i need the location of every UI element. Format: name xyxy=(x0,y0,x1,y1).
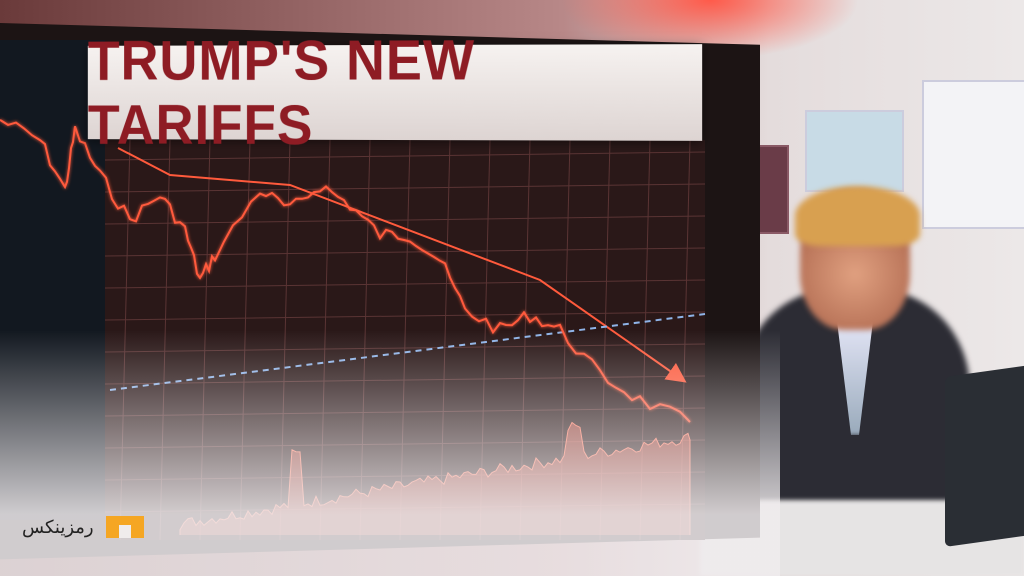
price-line xyxy=(0,119,691,423)
person-at-desk xyxy=(740,186,980,540)
logo-text: رمزینکس xyxy=(22,516,94,537)
trend-arrow xyxy=(117,147,687,383)
wall-chart-poster xyxy=(922,80,1024,229)
headline: TRUMP'S NEW TARIFFS xyxy=(87,28,476,157)
logo-mark xyxy=(105,516,144,538)
headline-banner: TRUMP'S NEW TARIFFS xyxy=(87,28,703,156)
watermark-logo: رمزینکس xyxy=(22,516,144,538)
bottom-fade xyxy=(0,330,780,576)
